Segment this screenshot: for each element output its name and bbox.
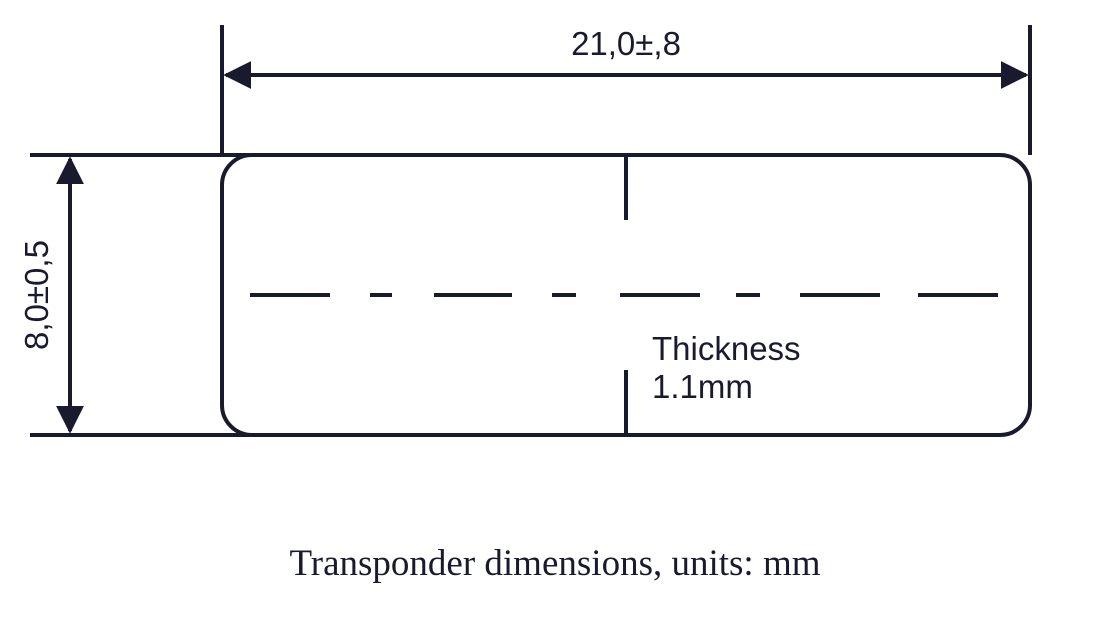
thickness-text-1: Thickness — [652, 330, 801, 367]
transponder-diagram: 21,0±,8 8,0±0,5 Thickness 1.1mm Transpon… — [0, 0, 1111, 617]
transponder-body — [222, 155, 1030, 435]
diagram-caption: Transponder dimensions, units: mm — [289, 543, 820, 584]
thickness-label: Thickness 1.1mm — [652, 330, 801, 405]
width-label: 21,0±,8 — [571, 25, 681, 62]
height-label: 8,0±0,5 — [18, 240, 55, 350]
width-dimension: 21,0±,8 — [222, 25, 1030, 155]
height-dimension: 8,0±0,5 — [18, 155, 255, 435]
thickness-text-2: 1.1mm — [652, 368, 753, 405]
